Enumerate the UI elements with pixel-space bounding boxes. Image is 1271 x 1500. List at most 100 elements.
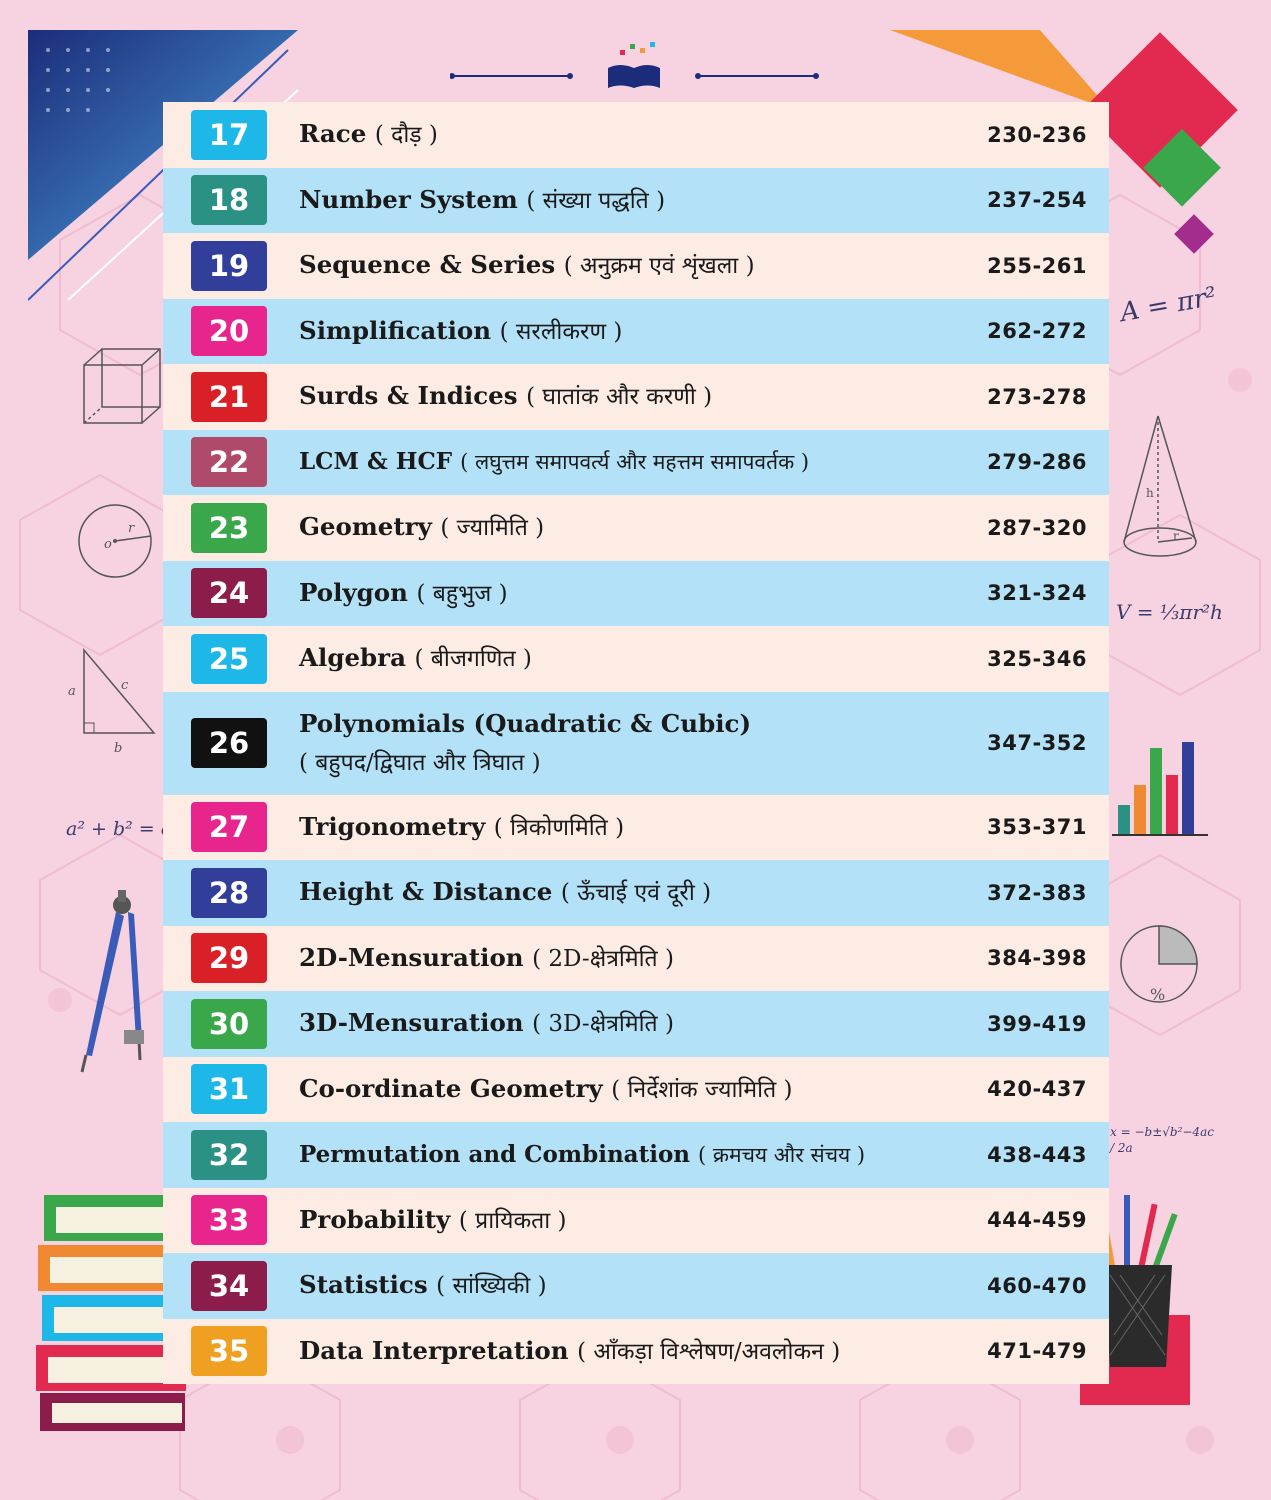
chapter-number-badge: 19 <box>191 240 267 291</box>
chapter-title: Height & Distance ( ऊँचाई एवं दूरी ) <box>299 873 959 912</box>
colored-squares-decoration <box>890 30 1238 254</box>
page-range: 347-352 <box>987 731 1087 755</box>
chapter-title-hindi: ( संख्या पद्धति ) <box>526 187 666 214</box>
chapter-title-english: Race <box>299 119 367 149</box>
chapter-title: Surds & Indices ( घातांक और करणी ) <box>299 377 959 416</box>
table-of-contents: 17 Race ( दौड़ ) 230-236 18 Number System ( … <box>163 102 1109 1384</box>
chapter-title-hindi: ( त्रिकोणमिति ) <box>493 814 625 841</box>
pythagoras-formula: a² + b² = c² <box>66 818 179 840</box>
chapter-title: LCM & HCF ( लघुत्तम समापवर्त्य और महत्तम… <box>299 443 959 481</box>
chapter-title: Geometry ( ज्यामिति ) <box>299 508 959 547</box>
chapter-number-badge: 25 <box>191 633 267 684</box>
svg-text:b: b <box>114 741 122 756</box>
chapter-title-hindi: ( बीजगणित ) <box>414 646 532 673</box>
chapter-number-badge: 20 <box>191 306 267 357</box>
toc-row[interactable]: 21 Surds & Indices ( घातांक और करणी ) 273-… <box>163 364 1109 430</box>
toc-row[interactable]: 30 3D-Mensuration ( 3D-क्षेत्रमिति ) 399-4… <box>163 991 1109 1057</box>
page-range: 399-419 <box>987 1011 1087 1036</box>
chapter-title: Statistics ( सांख्यिकी ) <box>299 1266 959 1305</box>
chapter-title: Data Interpretation ( आँकड़ा विश्लेषण/अव… <box>299 1332 959 1371</box>
toc-row[interactable]: 24 Polygon ( बहुभुज ) 321-324 <box>163 560 1109 626</box>
toc-row[interactable]: 22 LCM & HCF ( लघुत्तम समापवर्त्य और महत्… <box>163 429 1109 495</box>
chapter-number-badge: 27 <box>191 802 267 853</box>
page-range: 230-236 <box>987 122 1087 147</box>
page-range: 384-398 <box>987 946 1087 971</box>
chapter-title-english: Geometry <box>299 512 432 542</box>
toc-row[interactable]: 23 Geometry ( ज्यामिति ) 287-320 <box>163 495 1109 561</box>
toc-row[interactable]: 27 Trigonometry ( त्रिकोणमिति ) 353-371 <box>163 794 1109 860</box>
chapter-title-hindi: ( बहुभुज ) <box>416 580 508 607</box>
chapter-title: Polygon ( बहुभुज ) <box>299 574 959 613</box>
page-range: 321-324 <box>987 581 1087 606</box>
chapter-title-english: Data Interpretation <box>299 1335 569 1365</box>
toc-row[interactable]: 25 Algebra ( बीजगणित ) 325-346 <box>163 626 1109 692</box>
toc-row[interactable]: 29 2D-Mensuration ( 2D-क्षेत्रमिति ) 384-3… <box>163 925 1109 991</box>
cone-volume-formula: V = ⅓πr²h <box>1116 600 1223 624</box>
chapter-title-english: Number System <box>299 184 518 214</box>
chapter-number-badge: 34 <box>191 1260 267 1311</box>
chapter-title-english: Algebra <box>299 643 406 673</box>
page-range: 255-261 <box>987 253 1087 278</box>
chapter-title-english: Statistics <box>299 1270 428 1300</box>
toc-row[interactable]: 35 Data Interpretation ( आँकड़ा विश्लेषण/… <box>163 1318 1109 1384</box>
chapter-number-badge: 17 <box>191 109 267 160</box>
chapter-title-english: Polynomials (Quadratic & Cubic) <box>299 708 752 738</box>
page-range: 262-272 <box>987 319 1087 344</box>
toc-row[interactable]: 20 Simplification ( सरलीकरण ) 262-272 <box>163 298 1109 364</box>
toc-row[interactable]: 19 Sequence & Series ( अनुक्रम एवं शृंखला… <box>163 233 1109 299</box>
chapter-number-badge: 26 <box>191 718 267 768</box>
cube-icon <box>83 348 161 424</box>
svg-text:c: c <box>121 678 129 693</box>
chapter-number-badge: 35 <box>191 1326 267 1377</box>
chapter-title: Race ( दौड़ ) <box>299 115 959 154</box>
toc-row[interactable]: 28 Height & Distance ( ऊँचाई एवं दूरी ) 37… <box>163 860 1109 926</box>
chapter-number-badge: 32 <box>191 1129 267 1180</box>
chapter-title-hindi: ( क्रमचय और संचय ) <box>698 1142 866 1167</box>
toc-row[interactable]: 26 Polynomials (Quadratic & Cubic) ( बहुपद… <box>163 691 1109 795</box>
toc-row[interactable]: 31 Co-ordinate Geometry ( निर्देशांक ज्या… <box>163 1056 1109 1122</box>
svg-text:r: r <box>1173 529 1179 543</box>
chapter-title-hindi: ( 3D-क्षेत्रमिति ) <box>532 1011 674 1038</box>
triangle-icon: a b c <box>68 647 156 756</box>
chapter-title-english: Permutation and Combination <box>299 1140 691 1168</box>
toc-row[interactable]: 32 Permutation and Combination ( क्रमचय औ… <box>163 1122 1109 1188</box>
svg-text:a: a <box>68 684 76 699</box>
chapter-title-english: 2D-Mensuration <box>299 942 524 972</box>
chapter-number-badge: 24 <box>191 568 267 619</box>
toc-row[interactable]: 17 Race ( दौड़ ) 230-236 <box>163 102 1109 168</box>
chapter-title-hindi: ( प्रायिकता ) <box>458 1207 567 1234</box>
page-range: 353-371 <box>987 815 1087 840</box>
chapter-title-hindi: ( निर्देशांक ज्यामिति ) <box>611 1076 793 1103</box>
chapter-number-badge: 28 <box>191 867 267 918</box>
chapter-title-english: 3D-Mensuration <box>299 1008 524 1038</box>
toc-row[interactable]: 18 Number System ( संख्या पद्धति ) 237-254 <box>163 167 1109 233</box>
svg-text:%: % <box>1150 985 1165 1004</box>
chapter-title-english: Trigonometry <box>299 811 486 841</box>
chapter-title-hindi: ( 2D-क्षेत्रमिति ) <box>532 945 674 972</box>
chapter-title-hindi: ( लघुत्तम समापवर्त्य और महत्तम समापवर्तक… <box>460 450 810 475</box>
chapter-title-english: Sequence & Series <box>299 250 556 280</box>
page-range: 287-320 <box>987 515 1087 540</box>
chapter-number-badge: 23 <box>191 502 267 553</box>
chapter-title-english: Probability <box>299 1204 451 1234</box>
page-range: 372-383 <box>987 880 1087 905</box>
books-stack-icon <box>36 1195 186 1431</box>
page-range: 460-470 <box>987 1273 1087 1298</box>
page-range: 444-459 <box>987 1208 1087 1233</box>
chapter-title: Trigonometry ( त्रिकोणमिति ) <box>299 808 959 847</box>
chapter-title-english: Height & Distance <box>299 877 553 907</box>
page-range: 438-443 <box>987 1142 1087 1167</box>
chapter-number-badge: 29 <box>191 933 267 984</box>
page-range: 471-479 <box>987 1339 1087 1364</box>
chapter-title-english: Simplification <box>299 315 492 345</box>
chapter-title-hindi: ( ऊँचाई एवं दूरी ) <box>560 880 712 907</box>
pie-chart-icon: % <box>1120 925 1198 1004</box>
toc-row[interactable]: 34 Statistics ( सांख्यिकी ) 460-470 <box>163 1253 1109 1319</box>
page-range: 237-254 <box>987 188 1087 213</box>
chapter-title-english: Polygon <box>299 577 408 607</box>
chapter-title: Permutation and Combination ( क्रमचय और … <box>299 1136 959 1174</box>
chapter-title: Co-ordinate Geometry ( निर्देशांक ज्यामि… <box>299 1070 959 1109</box>
page-range: 325-346 <box>987 646 1087 671</box>
chapter-title-hindi: ( आँकड़ा विश्लेषण/अवलोकन ) <box>577 1338 841 1365</box>
toc-row[interactable]: 33 Probability ( प्रायिकता ) 444-459 <box>163 1187 1109 1253</box>
